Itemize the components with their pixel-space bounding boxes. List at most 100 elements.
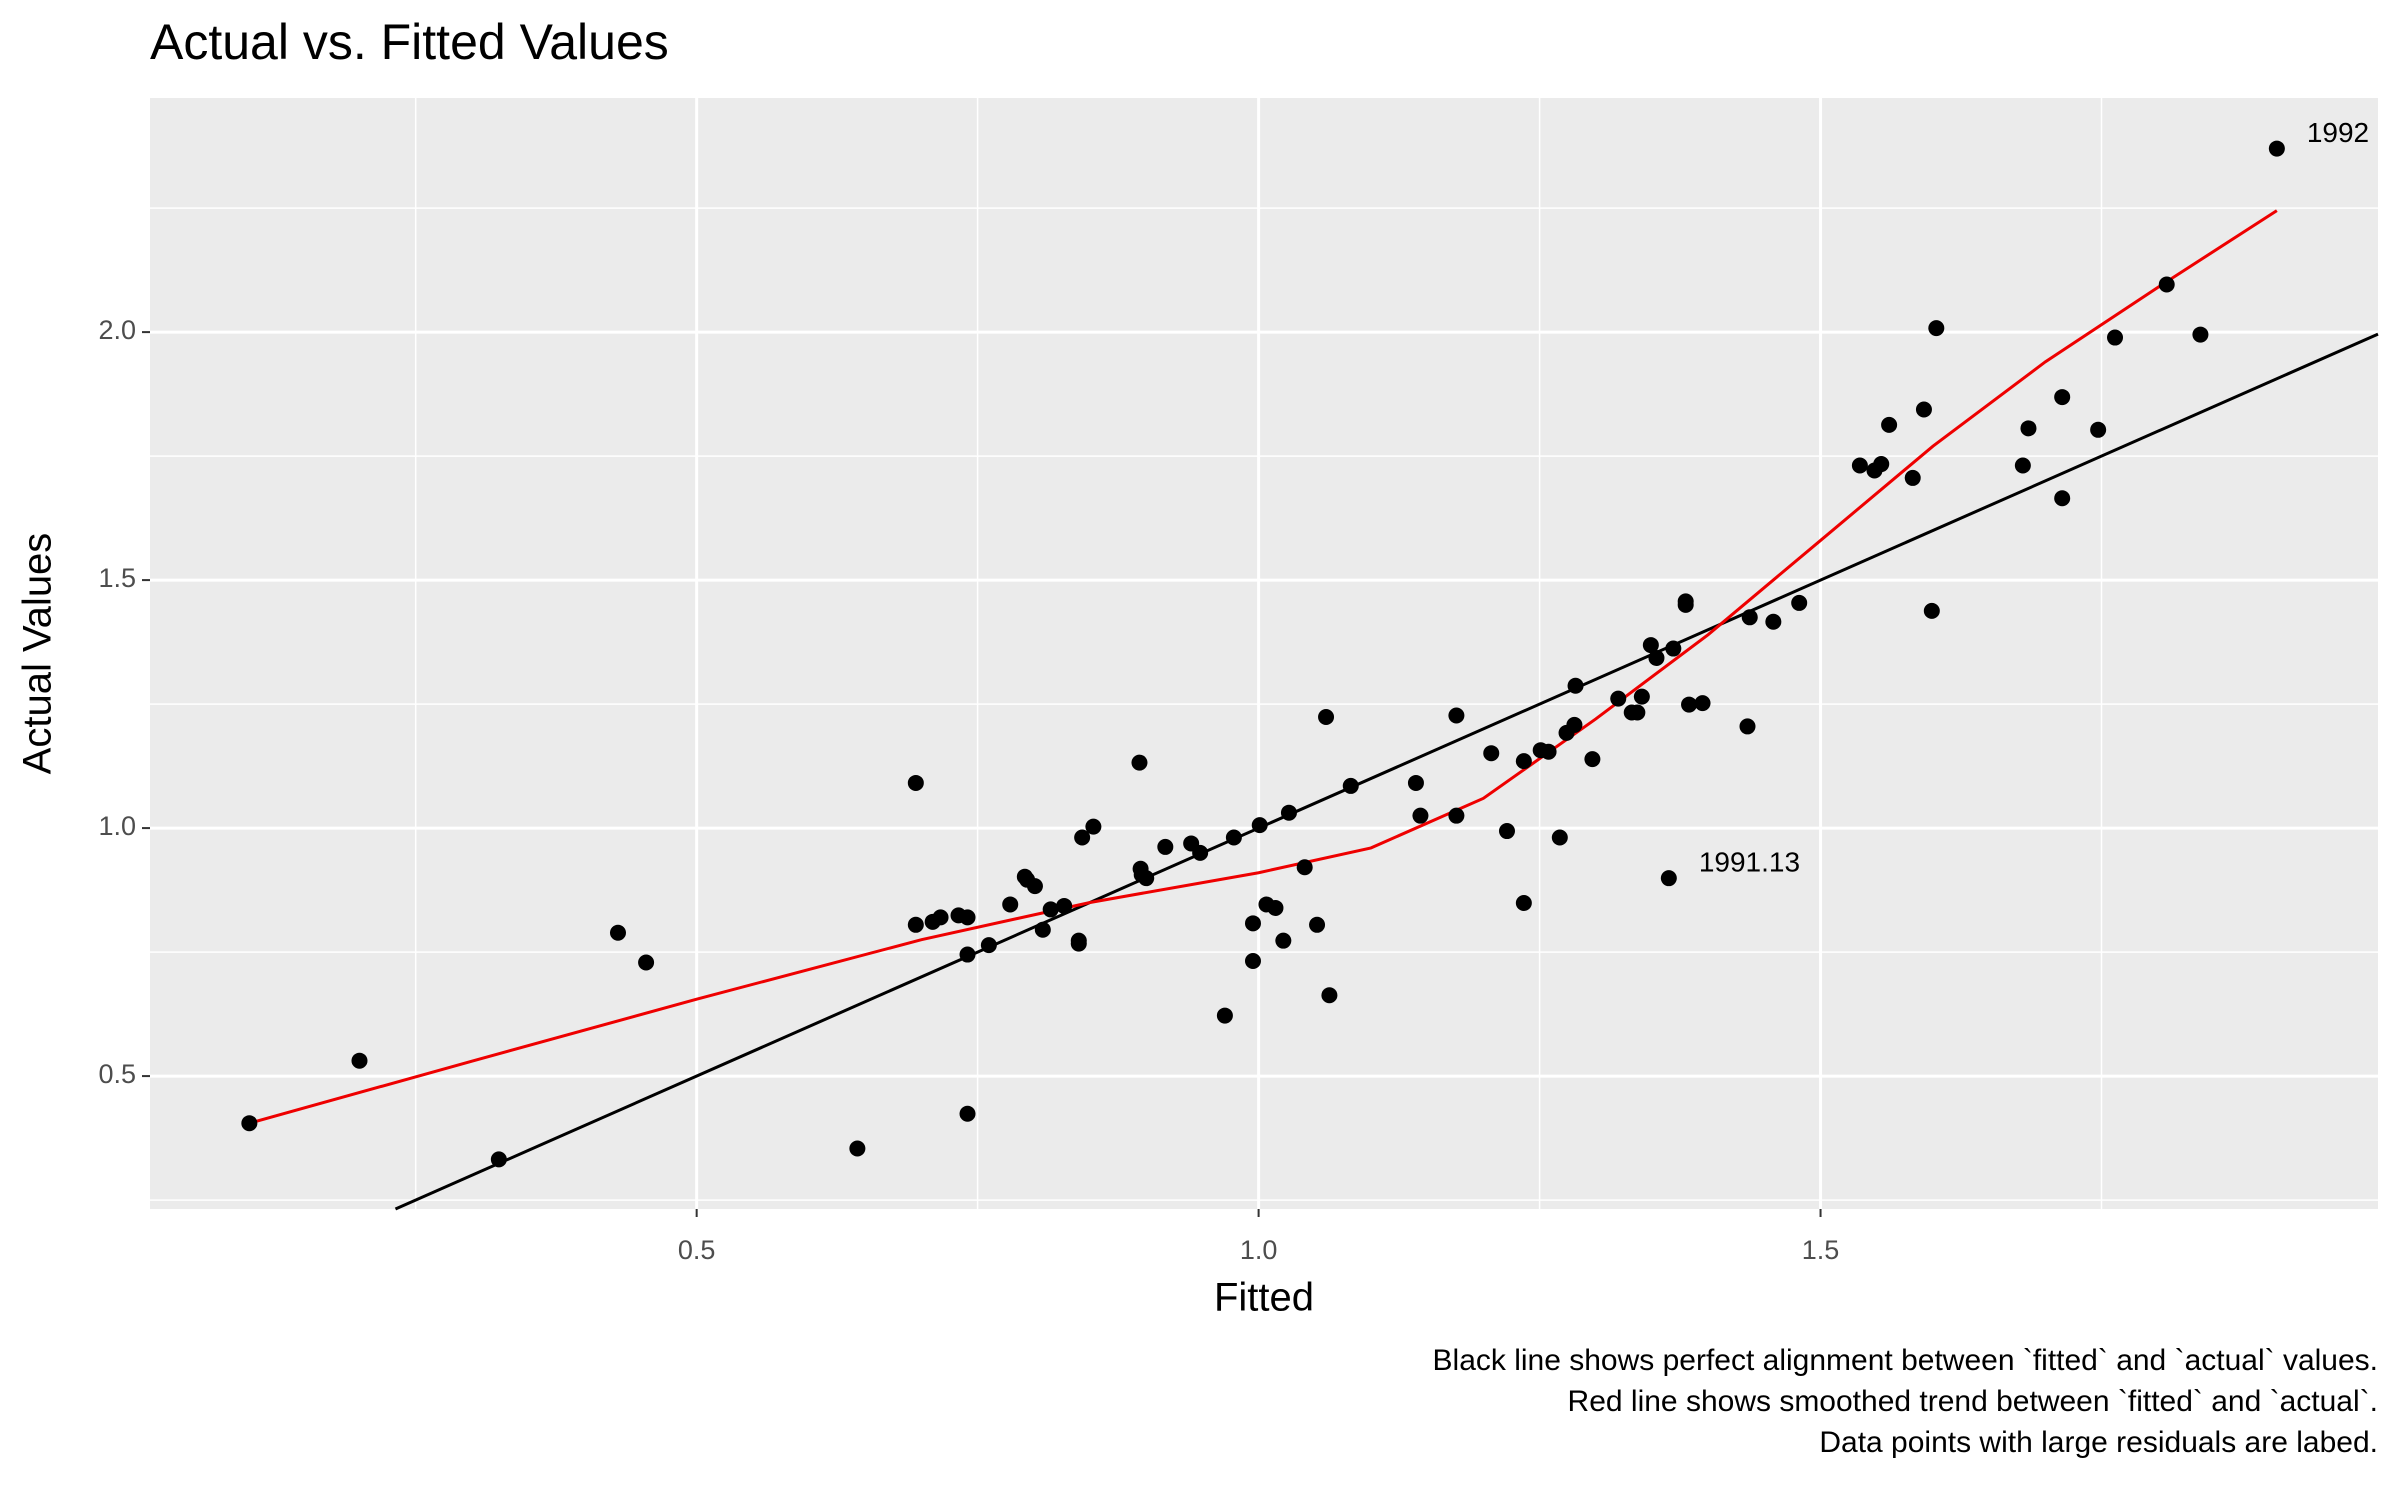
point bbox=[1448, 707, 1465, 724]
caption: Black line shows perfect alignment betwe… bbox=[1433, 1344, 2378, 1377]
point bbox=[2158, 276, 2175, 293]
identity-line bbox=[394, 332, 2379, 1211]
point bbox=[1280, 804, 1297, 821]
point bbox=[1138, 870, 1155, 887]
point bbox=[1070, 935, 1087, 952]
point bbox=[1665, 640, 1682, 657]
point bbox=[1765, 613, 1782, 630]
point bbox=[1881, 416, 1898, 433]
point bbox=[2054, 490, 2071, 507]
point bbox=[907, 774, 924, 791]
point bbox=[1002, 896, 1019, 913]
x-axis-title: Fitted bbox=[1214, 1276, 1314, 1320]
point-label: 1992 bbox=[2307, 117, 2369, 148]
point bbox=[1251, 817, 1268, 834]
point bbox=[1034, 921, 1051, 938]
point bbox=[1225, 829, 1242, 846]
point bbox=[1540, 743, 1557, 760]
point bbox=[2107, 329, 2124, 346]
point bbox=[1873, 456, 1890, 473]
x-tick-label: 0.5 bbox=[678, 1235, 716, 1265]
point bbox=[2020, 420, 2037, 437]
point bbox=[959, 909, 976, 926]
y-tick-label: 0.5 bbox=[98, 1059, 136, 1089]
point bbox=[907, 916, 924, 933]
point bbox=[1851, 457, 1868, 474]
point bbox=[1677, 596, 1694, 613]
point bbox=[1791, 594, 1808, 611]
point bbox=[1216, 1007, 1233, 1024]
point bbox=[1694, 695, 1711, 712]
point bbox=[1566, 716, 1583, 733]
point bbox=[1739, 718, 1756, 735]
point bbox=[1660, 870, 1677, 887]
point bbox=[1309, 916, 1326, 933]
x-tick-label: 1.5 bbox=[1802, 1235, 1840, 1265]
point bbox=[1515, 753, 1532, 770]
point bbox=[2192, 326, 2209, 343]
point bbox=[1629, 704, 1646, 721]
y-tick-label: 2.0 bbox=[98, 315, 136, 345]
chart-title: Actual vs. Fitted Values bbox=[150, 14, 669, 70]
point bbox=[1026, 878, 1043, 895]
point bbox=[959, 946, 976, 963]
point bbox=[1244, 953, 1261, 970]
y-tick-label: 1.5 bbox=[98, 563, 136, 593]
caption: Red line shows smoothed trend between `f… bbox=[1568, 1385, 2378, 1418]
point bbox=[1448, 807, 1465, 824]
point bbox=[1551, 829, 1568, 846]
plot-panel bbox=[150, 98, 2378, 1209]
point bbox=[1342, 777, 1359, 794]
point bbox=[2014, 457, 2031, 474]
point bbox=[1681, 696, 1698, 713]
point bbox=[1923, 602, 1940, 619]
point bbox=[1610, 690, 1627, 707]
point bbox=[932, 909, 949, 926]
point bbox=[1648, 649, 1665, 666]
point bbox=[1042, 901, 1059, 918]
point bbox=[1407, 774, 1424, 791]
point bbox=[1056, 897, 1073, 914]
point bbox=[1296, 859, 1313, 876]
point bbox=[1567, 677, 1584, 694]
point bbox=[1642, 637, 1659, 654]
point bbox=[959, 1105, 976, 1122]
point bbox=[980, 937, 997, 954]
point bbox=[1275, 932, 1292, 949]
point bbox=[1515, 894, 1532, 911]
point bbox=[1915, 401, 1932, 418]
point bbox=[1584, 751, 1601, 768]
point bbox=[1498, 823, 1515, 840]
caption: Data points with large residuals are lab… bbox=[1819, 1426, 2378, 1459]
x-tick-label: 1.0 bbox=[1240, 1235, 1278, 1265]
point bbox=[2268, 140, 2285, 157]
point bbox=[1321, 987, 1338, 1004]
y-axis-title: Actual Values bbox=[16, 533, 60, 775]
y-tick-label: 1.0 bbox=[98, 811, 136, 841]
point bbox=[2054, 389, 2071, 406]
point bbox=[1741, 609, 1758, 626]
point bbox=[241, 1115, 258, 1132]
point bbox=[1085, 818, 1102, 835]
point bbox=[1904, 469, 1921, 486]
point bbox=[1318, 708, 1335, 725]
point bbox=[1074, 829, 1091, 846]
point bbox=[638, 954, 655, 971]
point bbox=[849, 1140, 866, 1157]
point bbox=[1483, 745, 1500, 762]
point bbox=[1412, 807, 1429, 824]
point bbox=[351, 1052, 368, 1069]
point bbox=[1633, 688, 1650, 705]
point bbox=[1131, 754, 1148, 771]
point bbox=[1192, 844, 1209, 861]
point bbox=[1244, 915, 1261, 932]
point bbox=[2090, 421, 2107, 438]
point bbox=[609, 924, 626, 941]
point bbox=[1157, 838, 1174, 855]
smooth-line bbox=[248, 209, 2278, 1125]
point bbox=[1267, 899, 1284, 916]
point-label: 1991.13 bbox=[1699, 847, 1800, 878]
point bbox=[1928, 320, 1945, 337]
point bbox=[490, 1151, 507, 1168]
